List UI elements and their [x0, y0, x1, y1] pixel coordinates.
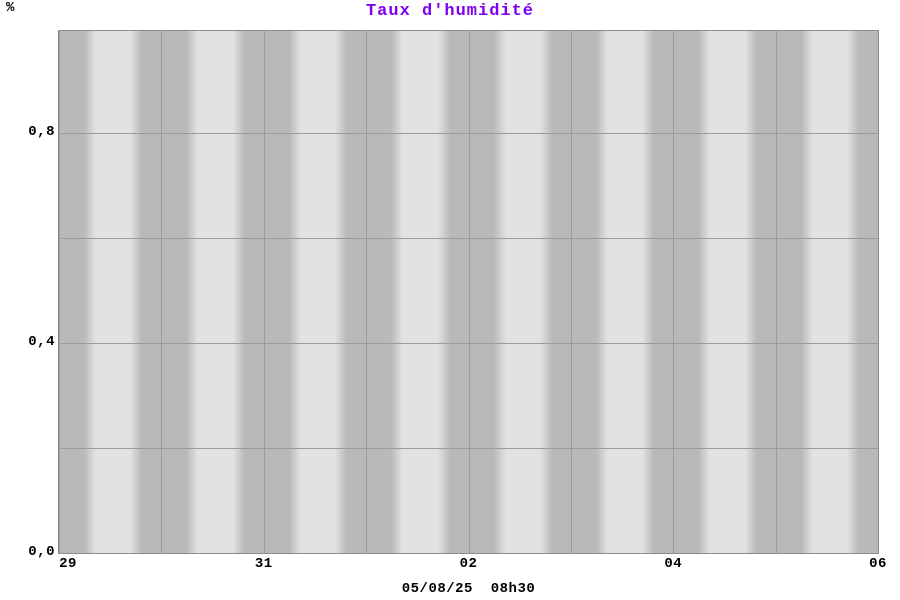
night-band — [130, 31, 199, 553]
y-tick-label: 0,8 — [28, 124, 55, 140]
day-gridline — [263, 31, 265, 553]
night-band — [59, 31, 96, 553]
night-band — [847, 31, 878, 553]
plot-area — [58, 30, 879, 554]
day-gridline — [775, 31, 777, 553]
night-band — [744, 31, 813, 553]
y-tick-label: 0,4 — [28, 334, 55, 350]
day-gridline — [161, 31, 163, 553]
x-tick-label: 04 — [664, 556, 683, 572]
day-gridline — [878, 31, 879, 553]
x-tick-label: 29 — [59, 556, 77, 572]
night-band — [232, 31, 301, 553]
day-gridline — [570, 31, 572, 553]
day-gridline — [673, 31, 675, 553]
x-tick-label: 31 — [254, 556, 273, 572]
chart-title: Taux d'humidité — [365, 2, 535, 21]
night-band — [539, 31, 608, 553]
y-axis-unit-label: % — [6, 0, 15, 16]
day-gridline — [59, 31, 60, 553]
day-gridline — [366, 31, 368, 553]
day-gridline — [468, 31, 470, 553]
value-gridline — [59, 238, 878, 239]
night-band — [335, 31, 404, 553]
night-band — [437, 31, 506, 553]
x-tick-label: 02 — [459, 556, 478, 572]
night-band — [642, 31, 711, 553]
value-gridline — [59, 133, 878, 134]
value-gridline — [59, 448, 878, 449]
value-gridline — [59, 343, 878, 344]
x-tick-label: 06 — [869, 556, 887, 572]
x-axis-caption: 05/08/25 08h30 — [401, 581, 536, 597]
y-tick-label: 0,0 — [28, 544, 55, 560]
